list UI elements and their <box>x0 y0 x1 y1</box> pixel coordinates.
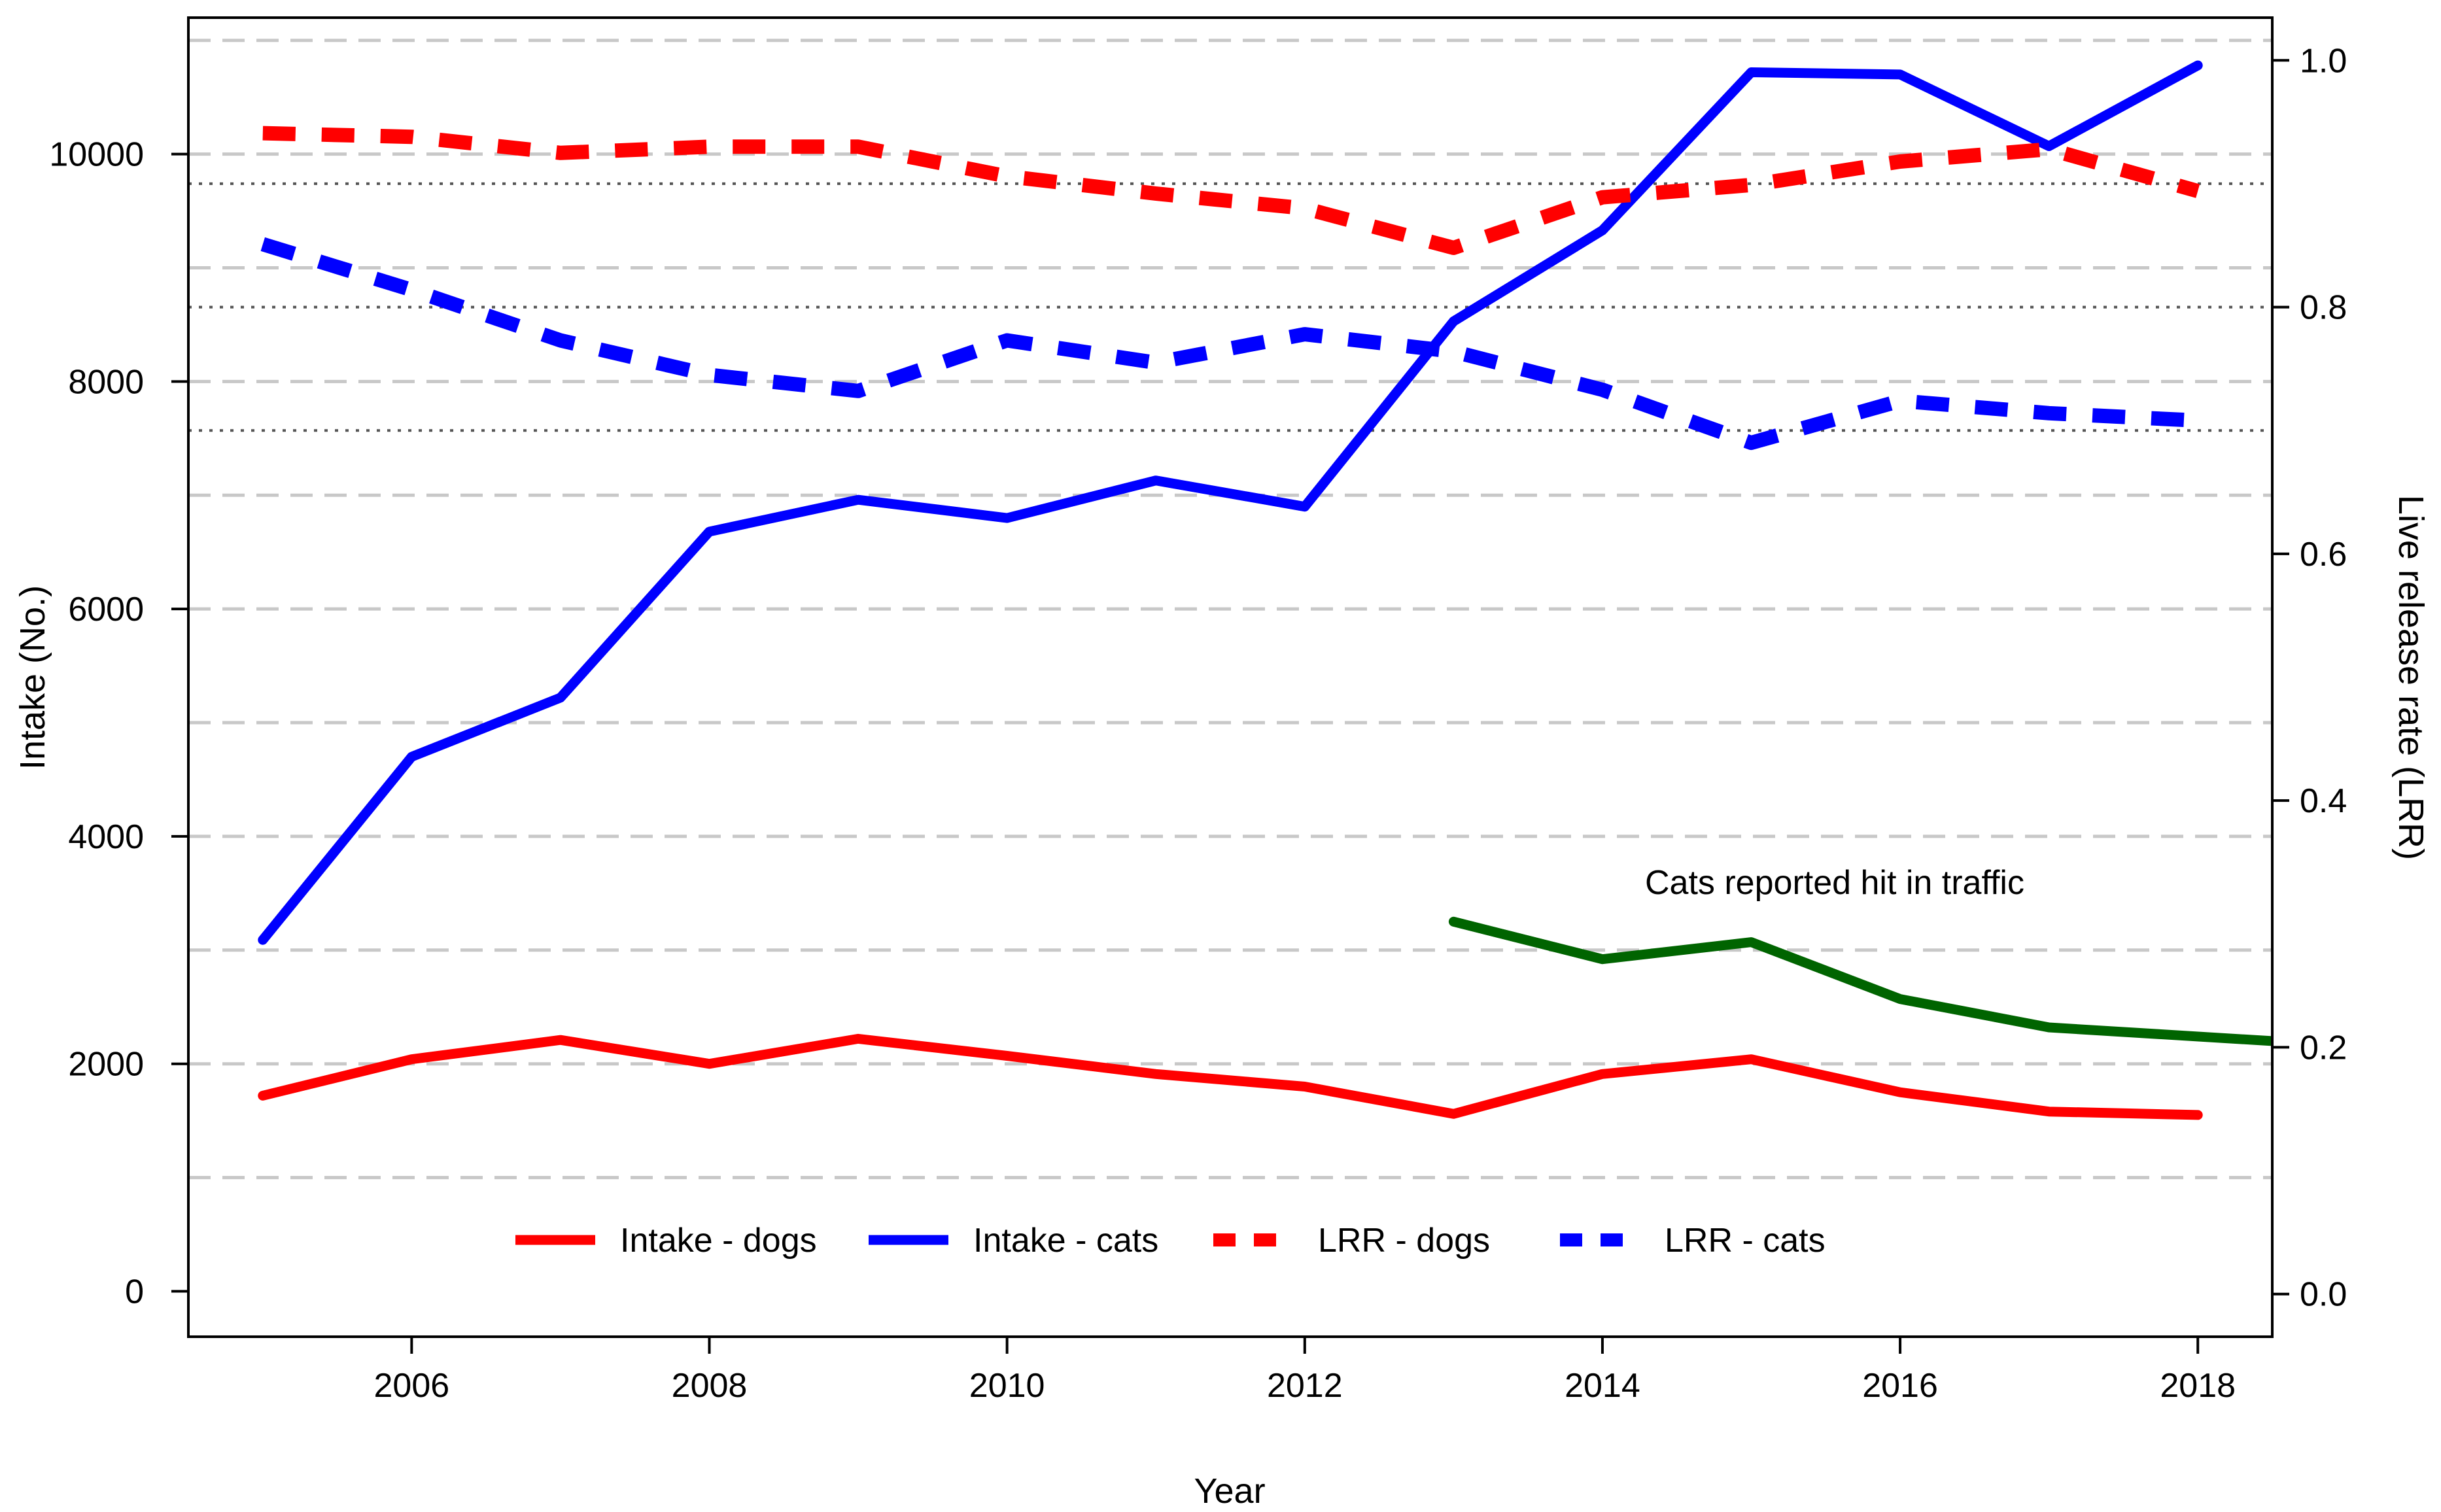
legend-label: Intake - cats <box>973 1222 1158 1260</box>
x-axis-title: Year <box>1194 1471 1265 1511</box>
x-tick-label: 2018 <box>2160 1367 2236 1405</box>
plot-frame <box>187 16 2274 1338</box>
series-lines <box>258 60 2272 1120</box>
x-tick-label: 2016 <box>1862 1367 1938 1405</box>
y-tick-label-left: 2000 <box>68 1046 144 1084</box>
y-axis-title-left: Intake (No.) <box>13 585 52 770</box>
y-tick-label-right: 0.8 <box>2300 289 2347 327</box>
y-tick-label-right: 0.2 <box>2300 1029 2347 1067</box>
annotation-label: Cats reported hit in traffic <box>1645 864 2024 902</box>
y-tick-label-left: 4000 <box>68 818 144 856</box>
series-line-intake-dogs <box>258 1033 2203 1120</box>
legend: Intake - dogs Intake - cats LRR - dogs LRR … <box>515 1222 1826 1260</box>
y-tick-label-left: 8000 <box>68 363 144 401</box>
x-tick-label: 2008 <box>672 1367 748 1405</box>
series-line-intake-cats <box>258 60 2203 945</box>
legend-label: LRR - cats <box>1665 1222 1826 1260</box>
x-tick-label: 2012 <box>1267 1367 1343 1405</box>
y-tick-label-right: 0.6 <box>2300 536 2347 574</box>
series-line-lrr-dogs <box>262 126 2200 255</box>
y-axis-title-right: Live release rate (LRR) <box>2391 495 2431 860</box>
y-tick-label-left: 10000 <box>49 136 144 174</box>
x-tick-label: 2006 <box>374 1367 450 1405</box>
y-tick-label-right: 0.4 <box>2300 782 2347 820</box>
axes: 2006 2008 2010 2012 2014 2016 2018 0 2000 4000 600… <box>49 16 2347 1405</box>
series-line-lrr-cats <box>260 237 2198 451</box>
y-tick-label-left: 6000 <box>68 591 144 628</box>
reference-lines <box>188 182 2272 432</box>
legend-label: LRR - dogs <box>1318 1222 1490 1260</box>
y-tick-label-left: 0 <box>125 1273 144 1311</box>
x-tick-label: 2010 <box>969 1367 1045 1405</box>
y-tick-label-right: 1.0 <box>2300 42 2347 80</box>
x-tick-label: 2014 <box>1565 1367 1640 1405</box>
gridlines <box>188 39 2272 1180</box>
legend-label: Intake - dogs <box>620 1222 817 1260</box>
y-tick-label-right: 0.0 <box>2300 1276 2347 1314</box>
series-line-cats-reported-hit-in-traffic <box>1448 916 2272 1046</box>
